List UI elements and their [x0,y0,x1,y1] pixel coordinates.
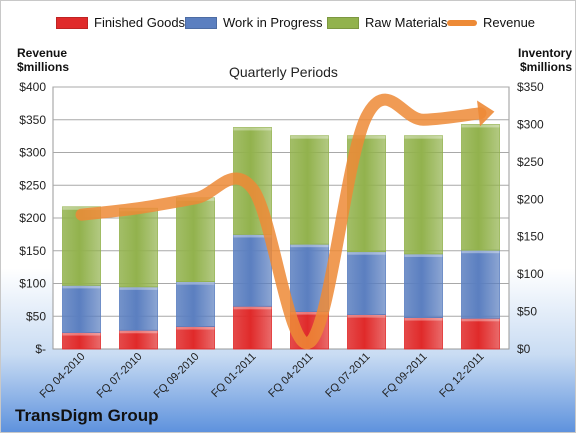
bar-highlight-finished-goods [290,311,329,315]
legend-swatch-finished-goods [56,16,88,29]
bar-finished-goods [404,317,443,350]
bar-work-in-progress [461,249,500,319]
bar-highlight-finished-goods [62,332,101,336]
right-tick-label: $350 [517,80,544,94]
left-tick-label: $250 [19,178,46,192]
legend-label-revenue: Revenue [483,15,536,30]
bar-finished-goods [176,326,215,350]
bar-finished-goods [233,305,272,350]
left-tick-label: $350 [19,113,46,127]
revenue-line [75,93,487,350]
legend-item-revenue: Revenue [447,15,535,30]
bar-highlight-finished-goods [176,326,215,330]
bar-highlight-work-in-progress [176,281,215,285]
left-tick-label: $200 [19,211,46,225]
legend-label-raw-materials: Raw Materials [365,15,448,30]
right-tick-label: $200 [517,192,544,206]
company-name: TransDigm Group [15,406,159,425]
right-tick-label: $150 [517,230,544,244]
bar-work-in-progress [119,286,158,331]
legend-label-finished-goods: Finished Goods [94,15,186,30]
x-tick-label: FQ 12-2011 [437,351,486,400]
bar-highlight-raw-materials [62,206,101,210]
bar-raw-materials [176,197,215,283]
left-tick-label: $100 [19,277,46,291]
right-tick-label: $50 [517,305,537,319]
legend: Finished Goods Work in Progress Raw Mate… [1,15,575,35]
revenue-arrowhead [477,100,495,127]
right-tick-label: $300 [517,117,544,131]
bar-highlight-raw-materials [461,124,500,128]
left-axis-title: Revenue $millions [17,46,107,74]
legend-swatch-revenue [447,19,477,26]
bar-highlight-work-in-progress [62,285,101,289]
right-tick-label: $0 [517,342,531,356]
bar-finished-goods [461,317,500,350]
bar-highlight-raw-materials [290,135,329,139]
bar-raw-materials [404,135,443,255]
x-tick-label: FQ 07-2011 [323,351,372,400]
bar-highlight-work-in-progress [461,250,500,254]
bar-highlight-finished-goods [347,314,386,318]
left-axis-title-line2: $millions [17,60,70,74]
bar-work-in-progress [62,284,101,333]
x-tick-label: FQ 07-2010 [95,351,145,401]
x-tick-label: FQ 04-2011 [266,351,315,400]
x-tick-label: FQ 01-2011 [209,351,258,400]
bar-highlight-work-in-progress [347,251,386,255]
bar-highlight-work-in-progress [233,234,272,238]
bar-highlight-raw-materials [404,135,443,139]
bar-work-in-progress [176,281,215,327]
legend-swatch-raw-materials [327,16,359,29]
legend-item-raw-materials: Raw Materials [327,15,447,30]
legend-swatch-work-in-progress [185,16,217,29]
bar-work-in-progress [233,234,272,307]
right-axis-title-line2: $millions [519,60,572,74]
right-tick-label: $100 [517,267,544,281]
bar-highlight-finished-goods [461,318,500,322]
x-tick-label: FQ 09-2010 [152,351,202,401]
right-axis-title-line1: Inventory [517,46,572,60]
bar-raw-materials [119,207,158,288]
left-tick-label: $400 [19,80,46,94]
legend-item-finished-goods: Finished Goods [56,15,185,30]
bar-highlight-finished-goods [404,317,443,321]
bar-raw-materials [290,135,329,245]
bar-work-in-progress [404,253,443,318]
legend-item-work-in-progress: Work in Progress [185,15,322,30]
left-tick-label: $150 [19,244,46,258]
left-axis-title-line1: Revenue [17,46,68,60]
x-tick-label: FQ 04-2010 [38,351,88,401]
bar-highlight-work-in-progress [119,286,158,290]
x-tick-label: FQ 09-2011 [380,351,429,400]
left-tick-label: $300 [19,146,46,160]
bar-highlight-finished-goods [233,306,272,310]
bar-highlight-work-in-progress [404,253,443,257]
bar-highlight-raw-materials [233,127,272,131]
left-tick-label: $- [35,342,46,356]
bar-finished-goods [347,314,386,350]
bar-highlight-raw-materials [347,135,386,139]
bar-raw-materials [461,124,500,251]
bar-highlight-finished-goods [119,330,158,334]
legend-label-work-in-progress: Work in Progress [223,15,323,30]
right-tick-label: $250 [517,155,544,169]
left-tick-label: $50 [26,309,46,323]
bar-highlight-work-in-progress [290,244,329,248]
chart-subtitle: Quarterly Periods [229,64,338,80]
bar-work-in-progress [347,251,386,315]
right-axis-title: Inventory $millions [497,46,572,74]
